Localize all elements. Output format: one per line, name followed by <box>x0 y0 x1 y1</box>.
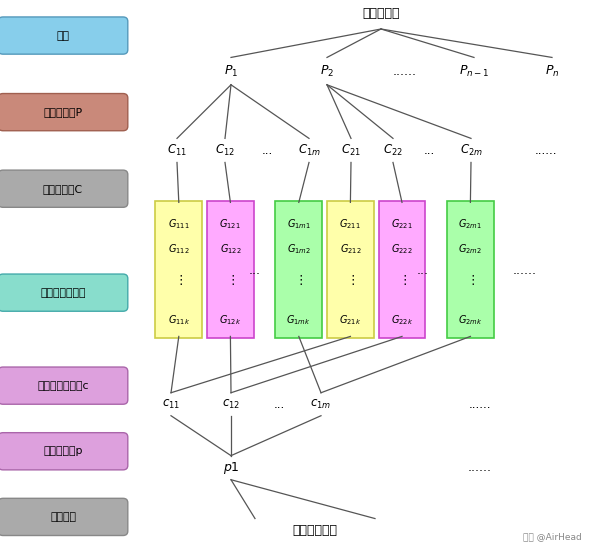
Text: $\vdots$: $\vdots$ <box>398 273 406 287</box>
Text: $C_{22}$: $C_{22}$ <box>383 143 403 158</box>
Text: ......: ...... <box>513 264 537 277</box>
Text: 构成分量的元素: 构成分量的元素 <box>40 288 86 298</box>
FancyBboxPatch shape <box>0 274 128 311</box>
Text: 父本迭代点P: 父本迭代点P <box>43 107 83 117</box>
FancyBboxPatch shape <box>447 201 494 338</box>
Text: ......: ...... <box>469 398 491 411</box>
Text: $G_{212}$: $G_{212}$ <box>340 242 361 256</box>
Text: 初始迭代点: 初始迭代点 <box>362 7 400 20</box>
Text: $p$1: $p$1 <box>223 459 239 476</box>
Text: 后代群体: 后代群体 <box>50 512 76 522</box>
Text: 知乎 @AirHead: 知乎 @AirHead <box>523 533 582 542</box>
Text: $C_{21}$: $C_{21}$ <box>341 143 361 158</box>
Text: $\vdots$: $\vdots$ <box>346 273 355 287</box>
FancyBboxPatch shape <box>327 201 374 338</box>
FancyBboxPatch shape <box>0 433 128 470</box>
Text: ......: ...... <box>535 144 557 157</box>
FancyBboxPatch shape <box>0 17 128 54</box>
Text: $\vdots$: $\vdots$ <box>295 273 303 287</box>
FancyBboxPatch shape <box>0 367 128 404</box>
Text: $C_{12}$: $C_{12}$ <box>215 143 235 158</box>
Text: 后代迭代点p: 后代迭代点p <box>43 446 83 456</box>
Text: $G_{2m2}$: $G_{2m2}$ <box>458 242 482 256</box>
FancyBboxPatch shape <box>275 201 322 338</box>
Text: $P_1$: $P_1$ <box>224 63 238 79</box>
Text: $\vdots$: $\vdots$ <box>226 273 235 287</box>
Text: $G_{1m1}$: $G_{1m1}$ <box>287 217 311 231</box>
Text: $\vdots$: $\vdots$ <box>175 273 183 287</box>
Text: $G_{11k}$: $G_{11k}$ <box>167 313 190 327</box>
Text: $G_{112}$: $G_{112}$ <box>168 242 190 256</box>
Text: $G_{1mk}$: $G_{1mk}$ <box>286 313 311 327</box>
Text: $C_{2m}$: $C_{2m}$ <box>460 143 482 158</box>
Text: $c_{11}$: $c_{11}$ <box>162 398 180 411</box>
Text: $C_{1m}$: $C_{1m}$ <box>298 143 320 158</box>
Text: $G_{122}$: $G_{122}$ <box>220 242 241 256</box>
Text: ...: ... <box>262 144 272 157</box>
Text: $G_{2m1}$: $G_{2m1}$ <box>458 217 482 231</box>
Text: ...: ... <box>417 264 429 277</box>
Text: $C_{11}$: $C_{11}$ <box>167 143 187 158</box>
Text: $c_{1m}$: $c_{1m}$ <box>310 398 332 411</box>
Text: $P_{n-1}$: $P_{n-1}$ <box>459 63 489 79</box>
Text: 后代迭代点分量c: 后代迭代点分量c <box>37 381 89 391</box>
Text: $G_{21k}$: $G_{21k}$ <box>339 313 362 327</box>
Text: $G_{222}$: $G_{222}$ <box>391 242 413 256</box>
Text: 新一代迭代点: 新一代迭代点 <box>293 524 337 537</box>
Text: ......: ...... <box>393 65 417 78</box>
Text: ...: ... <box>249 264 261 277</box>
Text: $G_{2mk}$: $G_{2mk}$ <box>458 313 482 327</box>
FancyBboxPatch shape <box>0 498 128 536</box>
FancyBboxPatch shape <box>379 201 425 338</box>
Text: ...: ... <box>424 144 434 157</box>
Text: 种群: 种群 <box>56 31 70 40</box>
FancyBboxPatch shape <box>207 201 254 338</box>
Text: $G_{22k}$: $G_{22k}$ <box>391 313 413 327</box>
Text: $G_{211}$: $G_{211}$ <box>340 217 361 231</box>
Text: ...: ... <box>274 398 284 411</box>
Text: $P_2$: $P_2$ <box>320 63 334 79</box>
Text: $G_{111}$: $G_{111}$ <box>168 217 190 231</box>
FancyBboxPatch shape <box>0 170 128 207</box>
FancyBboxPatch shape <box>155 201 202 338</box>
Text: $\vdots$: $\vdots$ <box>466 273 475 287</box>
Text: $G_{12k}$: $G_{12k}$ <box>219 313 242 327</box>
FancyBboxPatch shape <box>0 94 128 131</box>
Text: $c_{12}$: $c_{12}$ <box>222 398 240 411</box>
Text: $G_{221}$: $G_{221}$ <box>391 217 413 231</box>
Text: $G_{121}$: $G_{121}$ <box>220 217 241 231</box>
Text: 迭代点分量C: 迭代点分量C <box>43 184 83 194</box>
Text: $P_n$: $P_n$ <box>545 63 559 79</box>
Text: ......: ...... <box>468 461 492 474</box>
Text: $G_{1m2}$: $G_{1m2}$ <box>287 242 311 256</box>
